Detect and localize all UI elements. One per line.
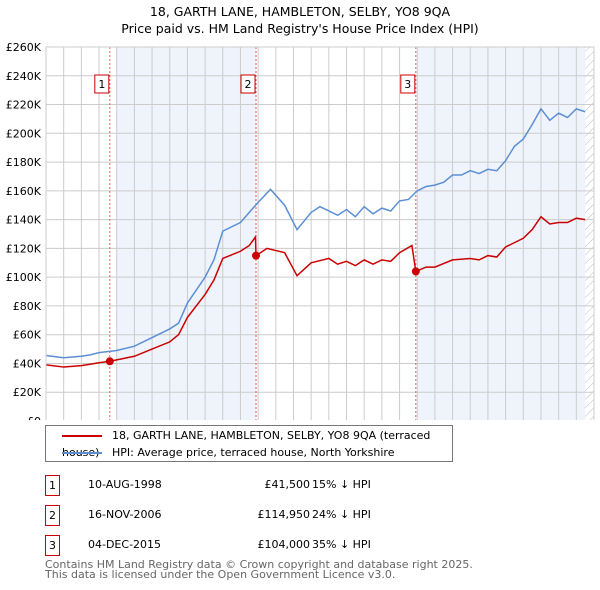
legend-item-hpi: HPI: Average price, terraced house, Nort… — [62, 444, 394, 461]
footer-line: This data is licensed under the Open Gov… — [45, 568, 396, 581]
sale-row: 3 04-DEC-2015 £104,000 35% ↓ HPI — [45, 535, 465, 556]
y-tick-label: £60K — [13, 329, 42, 342]
sale-point — [105, 357, 114, 366]
sale-label: 2 — [245, 78, 252, 91]
series-line — [45, 215, 586, 368]
sale-hpi-diff: 24% ↓ HPI — [312, 508, 371, 521]
sale-number: 2 — [45, 505, 60, 526]
sale-number: 1 — [45, 475, 60, 496]
sale-label: 3 — [404, 78, 411, 91]
y-tick-label: £140K — [6, 214, 42, 227]
sale-price: £41,500 — [264, 478, 311, 491]
sale-hpi-diff: 15% ↓ HPI — [312, 478, 371, 491]
sale-label-box — [240, 74, 256, 94]
y-tick-label: £0 — [27, 415, 41, 420]
sale-date: 10-AUG-1998 — [88, 478, 162, 491]
y-tick-label: £260K — [6, 41, 42, 54]
y-tick-label: £20K — [13, 386, 42, 399]
legend: 18, GARTH LANE, HAMBLETON, SELBY, YO8 9Q… — [45, 425, 453, 462]
series-line — [45, 107, 586, 359]
plot-area: 1995199619971998199920002001200220032004… — [6, 41, 595, 420]
chart-title: 18, GARTH LANE, HAMBLETON, SELBY, YO8 9Q… — [149, 4, 451, 19]
sale-row: 1 10-AUG-1998 £41,500 15% ↓ HPI — [45, 475, 465, 496]
y-tick-label: £220K — [6, 99, 42, 112]
shaded-period — [116, 47, 257, 420]
y-tick-label: £100K — [6, 271, 42, 284]
chart-subtitle: Price paid vs. HM Land Registry's House … — [121, 21, 479, 36]
sale-number: 3 — [45, 535, 60, 556]
sale-row: 2 16-NOV-2006 £114,950 24% ↓ HPI — [45, 505, 465, 526]
plot-border — [45, 46, 595, 420]
y-tick-label: £40K — [13, 357, 42, 370]
sale-hpi-diff: 35% ↓ HPI — [312, 538, 371, 551]
sale-point — [252, 251, 261, 260]
y-tick-label: £200K — [6, 127, 42, 140]
footer-line: Contains HM Land Registry data © Crown c… — [45, 558, 473, 571]
y-tick-label: £180K — [6, 156, 42, 169]
shaded-period — [417, 47, 586, 420]
y-tick-label: £80K — [13, 300, 42, 313]
sale-date: 04-DEC-2015 — [88, 538, 162, 551]
future-hatch — [585, 47, 594, 420]
y-tick-label: £160K — [6, 185, 42, 198]
legend-item-property: 18, GARTH LANE, HAMBLETON, SELBY, YO8 9Q… — [62, 427, 452, 459]
sale-label-box — [400, 74, 416, 94]
sale-date: 16-NOV-2006 — [88, 508, 162, 521]
legend-label: HPI: Average price, terraced house, Nort… — [112, 446, 395, 459]
footer: Contains HM Land Registry data © Crown c… — [45, 558, 473, 581]
sale-label-box — [94, 74, 110, 94]
y-tick-label: £120K — [6, 242, 42, 255]
sale-label: 1 — [98, 78, 105, 91]
legend-label: 18, GARTH LANE, HAMBLETON, SELBY, YO8 9Q… — [62, 429, 431, 459]
sale-price: £104,000 — [257, 538, 311, 551]
sale-point — [411, 267, 420, 276]
sale-price: £114,950 — [257, 508, 311, 521]
y-tick-label: £240K — [6, 70, 42, 83]
